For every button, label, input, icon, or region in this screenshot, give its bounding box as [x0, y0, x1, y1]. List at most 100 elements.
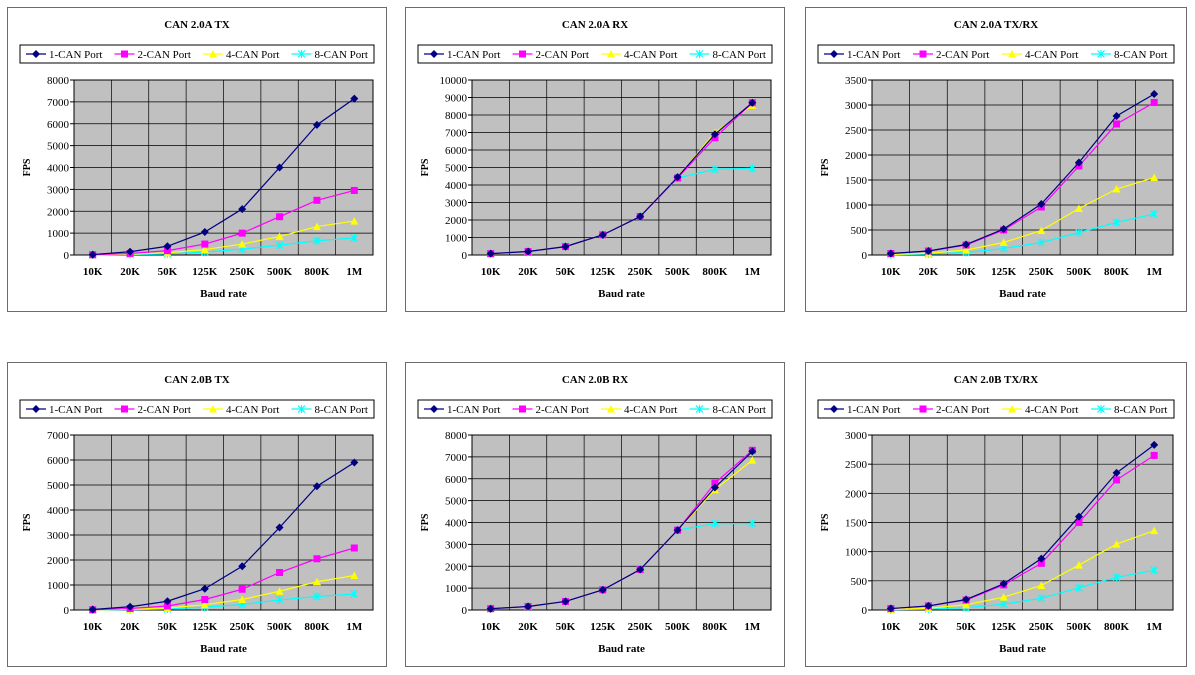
y-axis-label: FPS [420, 158, 431, 176]
point-marker [1075, 583, 1083, 592]
point-marker [200, 584, 209, 593]
legend-label: 1-CAN Port [847, 404, 900, 416]
point-marker [275, 232, 284, 240]
point-marker [350, 544, 358, 552]
point-marker [275, 241, 284, 250]
x-tick-label: 250K [1029, 621, 1055, 633]
point-marker [88, 605, 97, 614]
chart-can20b-rx: CAN 2.0B RX 1-CAN Port 2-CAN Port 4-CAN Po… [417, 374, 773, 655]
point-marker [1112, 573, 1121, 582]
point-marker [312, 482, 321, 491]
y-axis-label: FPS [22, 158, 33, 176]
point-marker [312, 120, 321, 129]
x-tick-label: 20K [518, 621, 538, 633]
point-marker [1008, 405, 1016, 413]
x-axis-label: Baud rate [200, 288, 247, 300]
legend-label: 4-CAN Port [1025, 404, 1078, 416]
point-marker [598, 585, 607, 594]
chart-title: CAN 2.0A TX [164, 19, 230, 31]
y-tick-label: 7000 [47, 430, 70, 442]
y-axis-label: FPS [820, 513, 831, 531]
legend-label: 8-CAN Port [1114, 404, 1167, 416]
series-line [890, 569, 1155, 611]
x-tick-label: 500K [665, 266, 691, 278]
point-marker [209, 50, 217, 58]
y-tick-label: 1000 [445, 233, 468, 245]
point-marker [275, 587, 284, 595]
series-line [92, 574, 355, 611]
series-line [92, 98, 355, 256]
x-tick-label: 1M [346, 621, 363, 633]
point-marker [486, 249, 495, 258]
point-marker [200, 245, 209, 254]
x-tick-label: 50K [158, 266, 178, 278]
legend-label: 8-CAN Port [1114, 49, 1167, 61]
y-tick-label: 1000 [845, 200, 868, 212]
point-marker [1112, 185, 1121, 193]
x-tick-label: 20K [120, 266, 140, 278]
y-tick-label: 2000 [47, 555, 70, 567]
y-tick-label: 0 [462, 605, 468, 617]
point-marker [748, 164, 757, 173]
y-tick-label: 4000 [445, 518, 468, 530]
x-tick-label: 800K [1104, 621, 1130, 633]
point-marker [126, 247, 135, 256]
chart-panel-can20a-tx: CAN 2.0A TX 1-CAN Port 2-CAN Port 4-CAN Po… [7, 7, 387, 312]
point-marker [924, 601, 933, 610]
series-1-can-port [486, 447, 757, 613]
x-tick-label: 50K [158, 621, 178, 633]
x-tick-label: 1M [744, 621, 761, 633]
point-marker [121, 50, 128, 58]
point-marker [748, 519, 757, 528]
point-marker [886, 249, 895, 258]
point-marker [238, 229, 246, 237]
x-tick-label: 125K [590, 266, 616, 278]
point-marker [999, 238, 1008, 246]
point-marker [711, 165, 719, 174]
point-marker [1074, 158, 1083, 167]
y-tick-label: 1000 [47, 580, 70, 592]
y-tick-label: 0 [64, 250, 70, 262]
point-marker [275, 596, 284, 604]
point-marker [710, 130, 719, 139]
point-marker [1037, 226, 1046, 234]
legend-label: 4-CAN Port [624, 49, 677, 61]
y-tick-label: 1000 [445, 583, 468, 595]
x-tick-label: 10K [83, 621, 103, 633]
y-tick-label: 8000 [445, 110, 468, 122]
legend-label: 1-CAN Port [447, 49, 500, 61]
x-tick-label: 125K [192, 621, 218, 633]
y-tick-label: 3500 [845, 75, 868, 87]
point-marker [695, 50, 704, 58]
y-axis-label: FPS [22, 513, 33, 531]
x-tick-label: 50K [956, 621, 976, 633]
point-marker [32, 50, 40, 58]
point-marker [163, 242, 172, 251]
series-line [92, 189, 355, 256]
legend-label: 2-CAN Port [138, 404, 191, 416]
point-marker [830, 405, 838, 413]
point-marker [695, 405, 704, 413]
chart-panel-can20b-txrx: CAN 2.0B TX/RX 1-CAN Port 2-CAN Port 4-CAN… [805, 362, 1187, 667]
y-tick-label: 6000 [47, 119, 70, 131]
x-tick-label: 10K [881, 266, 901, 278]
y-tick-label: 3000 [445, 539, 468, 551]
series-line [490, 102, 753, 255]
legend-label: 2-CAN Port [138, 49, 191, 61]
point-marker [748, 98, 757, 107]
point-marker [519, 405, 526, 413]
y-tick-label: 5000 [47, 480, 70, 492]
legend-box [817, 44, 1175, 64]
point-marker [1037, 559, 1045, 567]
chart-title: CAN 2.0B TX [164, 374, 230, 386]
series-line [490, 450, 753, 610]
point-marker [1150, 173, 1159, 181]
legend-label: 4-CAN Port [226, 404, 279, 416]
point-marker [200, 600, 209, 609]
legend-label: 8-CAN Port [713, 49, 766, 61]
x-tick-label: 1M [1146, 266, 1163, 278]
point-marker [313, 196, 321, 204]
point-marker [524, 247, 533, 256]
series-1-can-port [88, 94, 359, 259]
x-tick-label: 250K [230, 621, 256, 633]
